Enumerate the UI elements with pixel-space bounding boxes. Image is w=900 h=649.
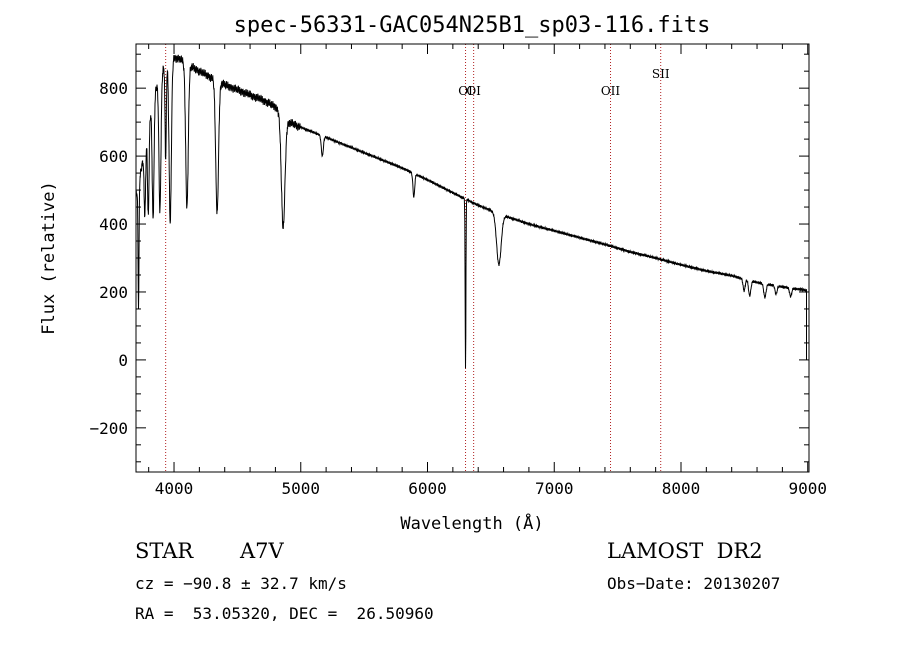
y-axis: −200 0 200 400 600 800 — [89, 53, 809, 463]
observation-date: Obs−Date: 20130207 — [607, 574, 781, 593]
survey-name: LAMOST DR2 — [607, 539, 763, 563]
y-tick-label: 200 — [99, 283, 128, 302]
chart-title: spec-56331-GAC054N25B1_sp03-116.fits — [234, 13, 711, 38]
coordinates: RA = 53.05320, DEC = 26.50960 — [135, 604, 434, 623]
spectral-subclass: A7V — [240, 539, 284, 563]
reference-line-label: OI — [458, 84, 473, 98]
y-tick-label: 600 — [99, 147, 128, 166]
reference-line-label: OII — [601, 84, 621, 98]
x-tick-label: 4000 — [155, 479, 194, 498]
x-axis-label: Wavelength (Å) — [400, 512, 543, 534]
y-tick-label: 400 — [99, 215, 128, 234]
x-tick-label: 5000 — [281, 479, 320, 498]
x-tick-label: 8000 — [662, 479, 701, 498]
y-tick-label: 800 — [99, 79, 128, 98]
y-axis-label: Flux (relative) — [39, 181, 59, 335]
y-tick-label: 0 — [118, 351, 128, 370]
redshift-cz: cz = −90.8 ± 32.7 km/s — [135, 574, 347, 593]
y-tick-label: −200 — [89, 419, 128, 438]
reference-line-label: SII — [652, 67, 670, 81]
x-tick-label: 7000 — [535, 479, 574, 498]
x-tick-label: 6000 — [408, 479, 447, 498]
reference-line-label: OI — [466, 84, 481, 98]
object-class: STAR — [135, 539, 194, 563]
x-tick-label: 9000 — [788, 479, 827, 498]
spectrum-line — [135, 54, 807, 369]
plot-frame — [135, 43, 810, 473]
x-axis: 4000 5000 6000 7000 8000 9000 — [148, 44, 827, 498]
